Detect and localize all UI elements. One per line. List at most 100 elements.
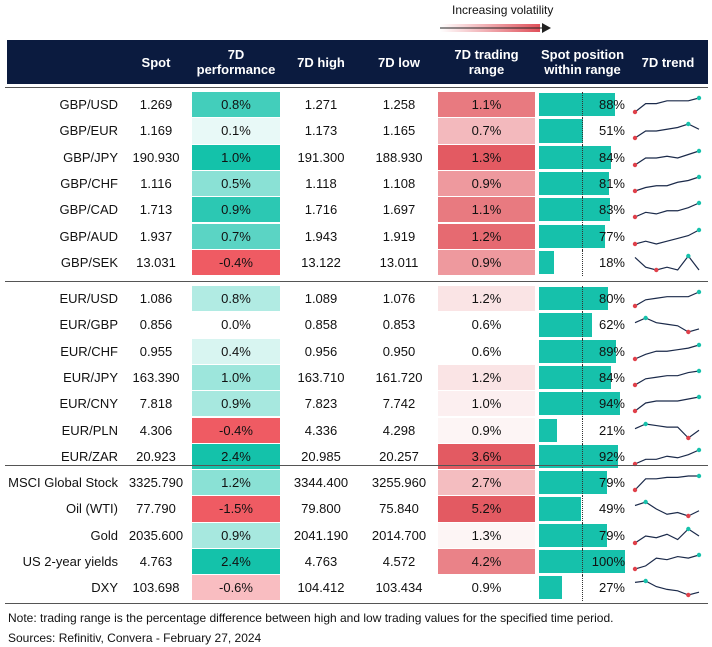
- position-bar: [539, 365, 612, 390]
- low: 75.840: [379, 501, 419, 517]
- trend-line: [634, 422, 700, 439]
- trend-low: [686, 330, 691, 335]
- sparkline: [632, 447, 702, 466]
- high: 4.336: [304, 422, 338, 438]
- performance-cell-bg: [192, 522, 280, 548]
- midline: [582, 197, 583, 224]
- low: 7.742: [382, 396, 416, 412]
- high: 1.943: [304, 228, 338, 244]
- spot: 1.086: [139, 291, 173, 307]
- low: 188.930: [375, 149, 423, 165]
- low: 0.950: [382, 343, 416, 359]
- range-cell-bg: [438, 223, 535, 249]
- sparkline: [634, 578, 700, 598]
- sparkline: [632, 227, 702, 246]
- position-bar: [539, 339, 616, 363]
- range-cell-bg: [438, 312, 535, 338]
- midline: [582, 391, 583, 418]
- low: 1.108: [382, 176, 416, 192]
- performance: -0.6%: [219, 580, 253, 596]
- column-header: 7D trading range: [454, 47, 519, 77]
- trading-range: 5.2%: [471, 501, 502, 517]
- performance-cell-bg: [192, 170, 280, 197]
- trading-range: 1.1%: [471, 202, 502, 218]
- position-bar: [539, 250, 555, 275]
- performance: 0.8%: [221, 97, 251, 113]
- spot: 103.698: [132, 580, 180, 596]
- performance: 0.7%: [221, 228, 251, 244]
- performance: 0.1%: [221, 123, 251, 139]
- low: 3255.960: [371, 475, 427, 491]
- trading-range: 3.6%: [471, 448, 502, 464]
- midline: [582, 548, 583, 576]
- trend-high: [696, 174, 702, 180]
- high: 20.985: [301, 448, 341, 464]
- high: 0.858: [304, 317, 338, 333]
- trend-low: [632, 136, 638, 141]
- range-cell-bg: [438, 364, 535, 391]
- position-label: 89%: [598, 343, 625, 359]
- sparkline: [634, 316, 700, 335]
- sources: Sources: Refinitiv, Convera - February 2…: [8, 631, 262, 645]
- legend-label: Increasing volatility: [452, 3, 554, 17]
- range-cell-bg: [438, 522, 535, 548]
- spot: 4.763: [139, 554, 173, 570]
- low: 1.919: [382, 228, 416, 244]
- position-label: 62%: [598, 317, 625, 333]
- trend-line: [634, 370, 700, 386]
- group-separator: [5, 87, 708, 88]
- trading-range: 1.2%: [471, 228, 502, 244]
- row-label: GBP/JPY: [63, 149, 118, 165]
- position-label: 92%: [598, 448, 625, 464]
- performance: 2.4%: [221, 448, 251, 464]
- midline: [582, 417, 583, 444]
- position-bar: [539, 171, 609, 196]
- row-label: EUR/CHF: [60, 343, 118, 359]
- low: 13.011: [379, 254, 419, 270]
- position-label: 49%: [598, 501, 625, 517]
- high: 1.118: [305, 176, 337, 192]
- performance: 0.9%: [221, 202, 251, 218]
- trend-line: [634, 254, 700, 271]
- position-label: 100%: [591, 554, 625, 570]
- trend-low: [632, 214, 638, 220]
- row-label: EUR/CNY: [59, 396, 118, 412]
- low: 103.434: [375, 580, 423, 596]
- performance-cell-bg: [192, 575, 280, 601]
- low: 161.720: [375, 370, 423, 386]
- trend-high: [696, 473, 702, 479]
- trading-range: 1.3%: [471, 149, 502, 165]
- sparkline: [632, 95, 702, 115]
- performance-cell-bg: [192, 118, 280, 144]
- spot: 190.930: [132, 149, 180, 165]
- performance-cell-bg: [192, 391, 280, 417]
- high: 79.800: [301, 501, 341, 517]
- trend-low: [632, 566, 638, 572]
- trend-high: [696, 552, 702, 558]
- trading-range: 4.2%: [471, 554, 502, 570]
- trend-high: [696, 394, 702, 400]
- high: 4.763: [304, 554, 338, 570]
- trend-high: [643, 578, 648, 584]
- midline: [582, 312, 583, 339]
- sparkline: [634, 421, 700, 440]
- trend-low: [632, 303, 638, 309]
- performance-cell-bg: [192, 249, 280, 276]
- trend-low: [632, 540, 638, 545]
- position-bar: [539, 224, 606, 248]
- trend-line: [634, 344, 700, 360]
- midline: [582, 286, 583, 313]
- trend-low: [632, 162, 638, 167]
- range-cell-bg: [438, 391, 535, 417]
- midline: [582, 92, 583, 119]
- row-label: EUR/ZAR: [60, 448, 118, 464]
- trend-high: [696, 148, 702, 153]
- row-label: EUR/GBP: [59, 317, 118, 333]
- trading-range: 1.3%: [471, 527, 502, 543]
- group-separator: [5, 281, 708, 282]
- row-label: GBP/USD: [59, 97, 118, 113]
- low: 1.165: [382, 123, 416, 139]
- trading-range: 0.9%: [471, 254, 502, 270]
- trend-high: [696, 289, 702, 295]
